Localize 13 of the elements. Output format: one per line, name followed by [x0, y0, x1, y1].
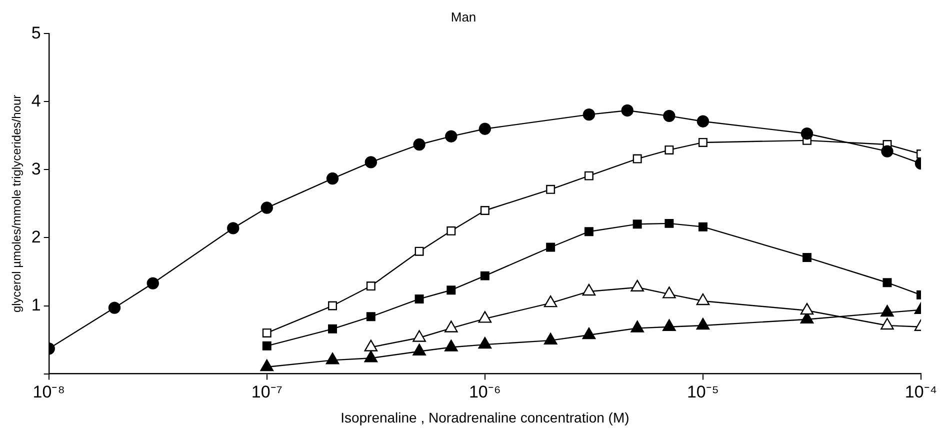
x-axis-title: Isoprenaline , Noradrenaline concentration (M) [340, 409, 630, 426]
x-tick-label: 10⁻⁵ [686, 382, 719, 402]
x-tick-label: 10⁻⁸ [32, 382, 65, 402]
x-tick-label: 10⁻⁷ [251, 382, 282, 402]
x-tick-label: 10⁻⁶ [468, 382, 501, 402]
y-axis-title: glycerol µmoles/mmole triglycerides/hour [10, 94, 24, 313]
y-tick-label: 4 [31, 91, 41, 110]
y-tick-label: 3 [31, 159, 41, 178]
y-tick-label: 5 [31, 23, 41, 42]
x-tick-label: 10⁻⁴ [904, 382, 938, 402]
chart-title: Man [450, 9, 476, 24]
y-tick-label: 2 [31, 227, 41, 246]
y-tick-label: 1 [31, 295, 41, 314]
